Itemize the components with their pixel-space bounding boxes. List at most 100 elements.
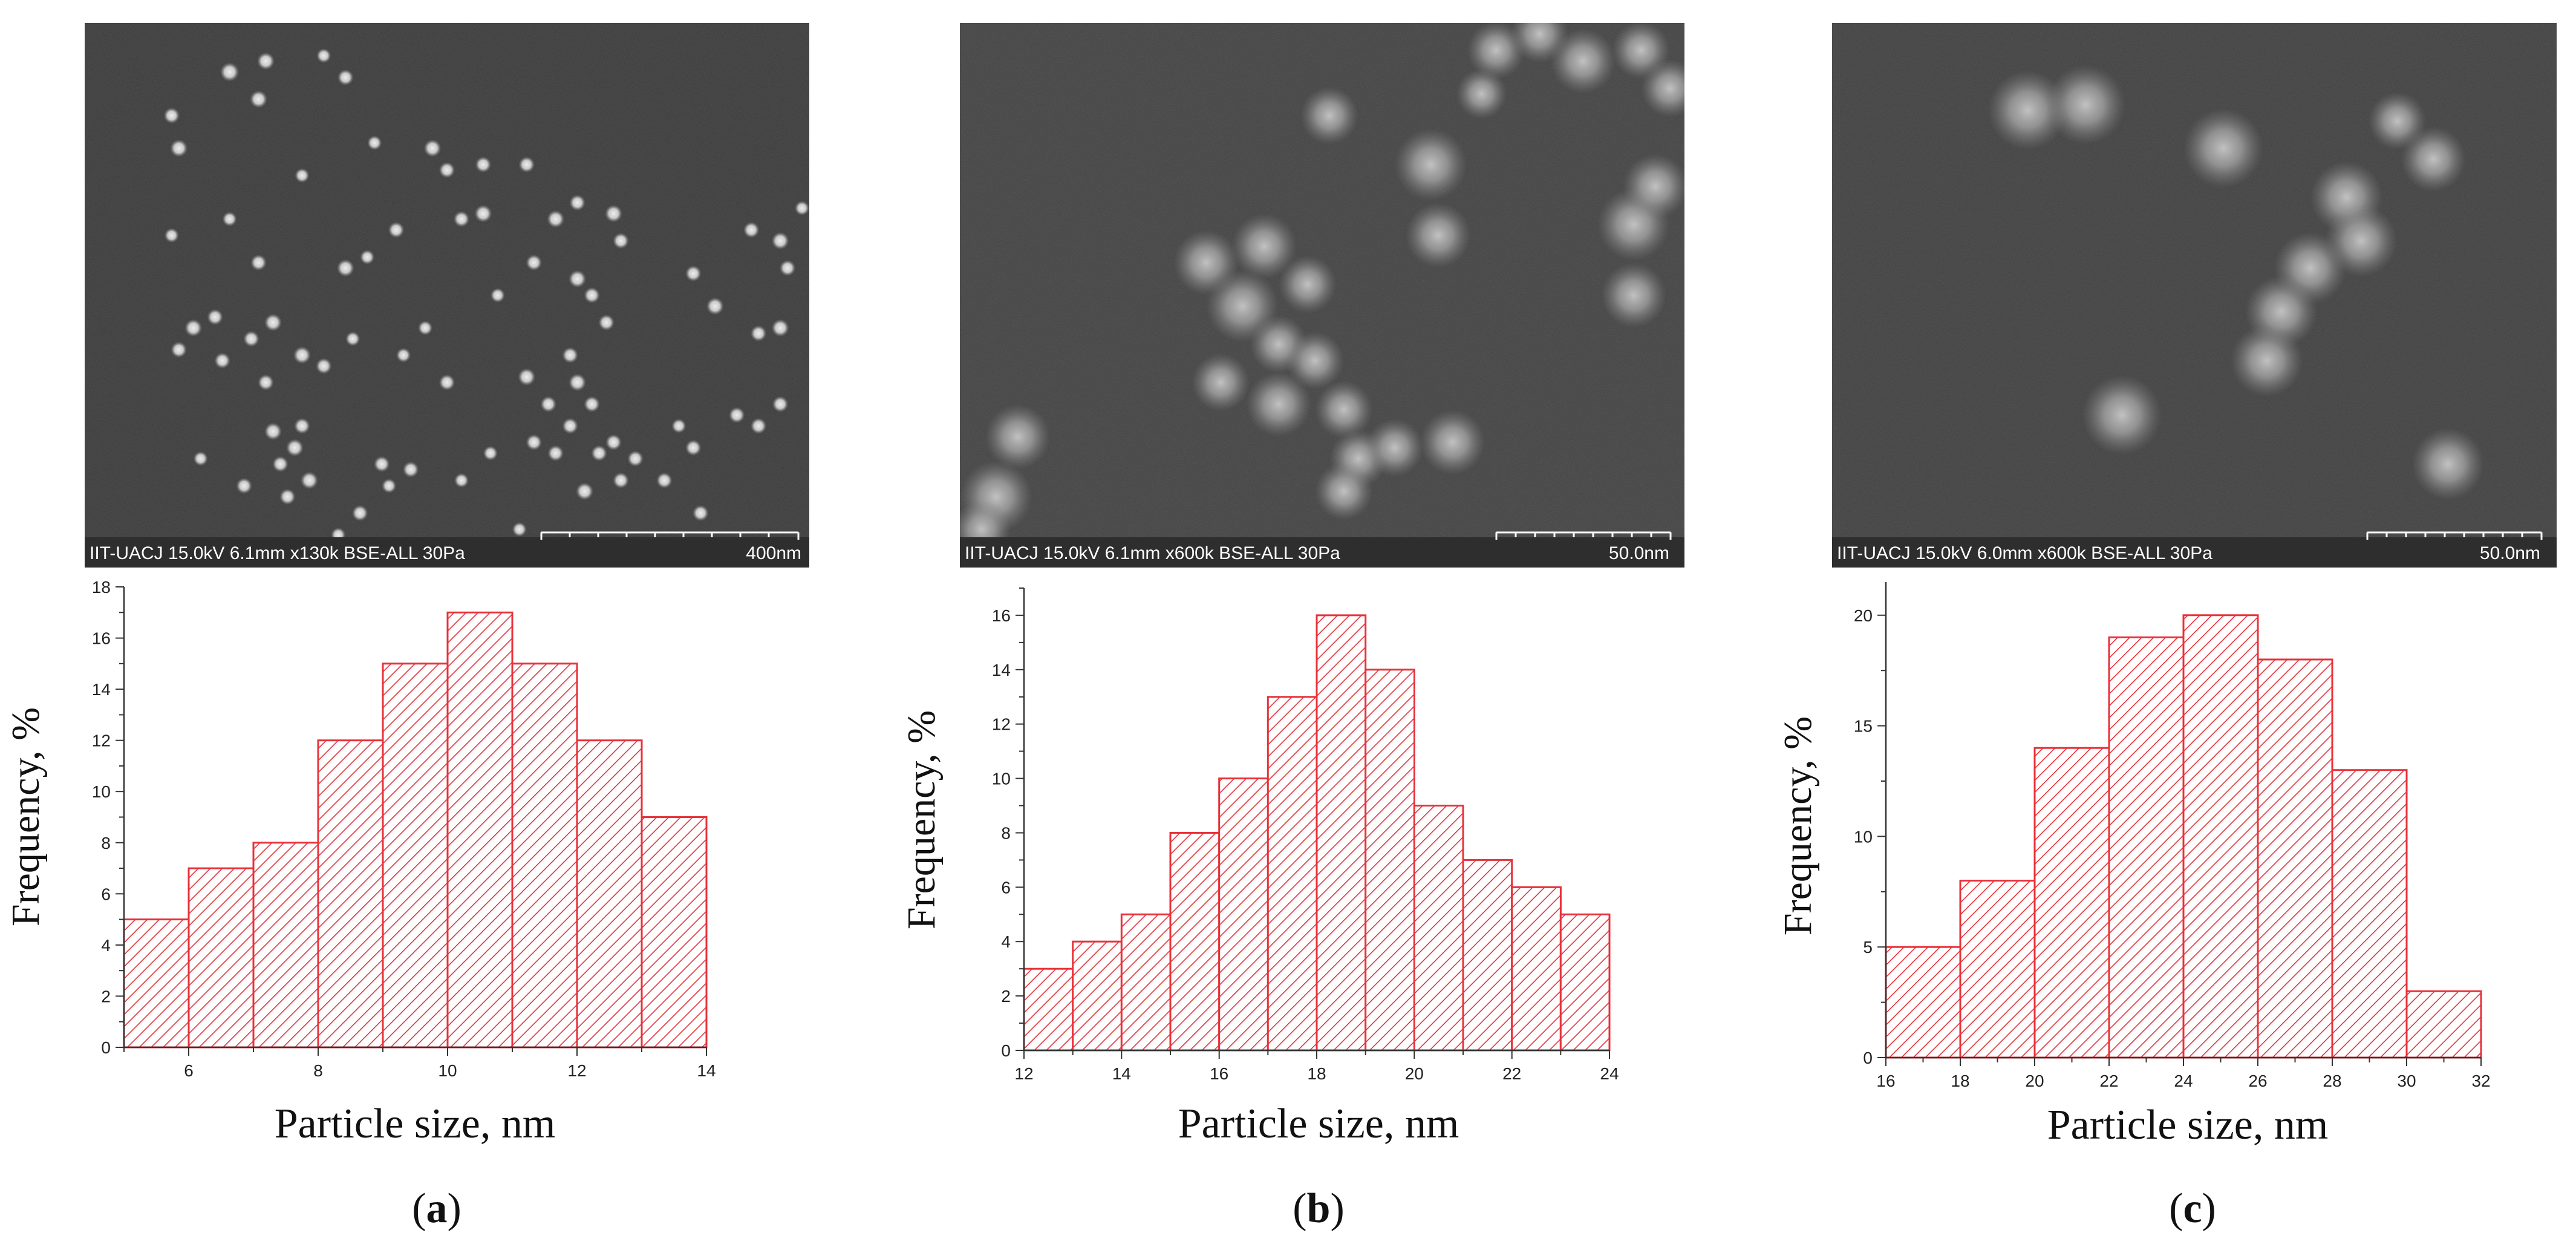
sem-info-bar	[1832, 537, 2557, 568]
y-tick-label: 0	[1863, 1049, 1873, 1067]
histogram-bar	[2257, 658, 2333, 1059]
nanoparticle	[547, 445, 564, 462]
nanoparticle	[772, 396, 789, 413]
nanoparticle	[1467, 23, 1525, 79]
histogram-a: 6 8 10 12 14 0 2 4 6 8 10 12 14 16 18	[92, 578, 716, 1080]
nanoparticle	[1246, 371, 1312, 437]
sem-particles	[1987, 65, 2485, 500]
x-tick-label: 18	[1951, 1072, 1969, 1090]
nanoparticle	[598, 314, 615, 331]
nanoparticle	[264, 313, 282, 332]
nanoparticle	[526, 254, 542, 271]
histogram-bar	[1413, 805, 1464, 1052]
y-tick-label: 12	[92, 731, 111, 750]
y-axis-label-a: Frequency, %	[4, 707, 48, 926]
nanoparticle	[656, 472, 673, 489]
y-tick-label: 20	[1854, 606, 1873, 625]
nanoparticle	[671, 419, 686, 433]
y-tick-label: 18	[92, 578, 111, 597]
nanoparticle	[474, 205, 492, 223]
panel-a: IIT-UACJ 15.0kV 6.1mm x130k BSE-ALL 30Pa…	[4, 23, 809, 1232]
nanoparticle	[518, 368, 536, 386]
y-tick-label: 8	[1001, 824, 1011, 843]
nanoparticle	[584, 396, 600, 413]
y-tick-label: 4	[101, 936, 111, 955]
scale-bar-label: 50.0nm	[1609, 543, 1669, 563]
histogram-bar	[2405, 990, 2482, 1059]
y-tick-label: 0	[101, 1038, 111, 1057]
histogram-bar	[1365, 669, 1415, 1052]
x-tick-label: 10	[438, 1061, 457, 1080]
nanoparticle	[576, 482, 593, 500]
nanoparticle	[236, 477, 252, 494]
x-tick-label: 18	[1307, 1064, 1326, 1083]
nanoparticle	[360, 250, 375, 264]
panel-label-b: (b)	[1293, 1185, 1345, 1232]
nanoparticle	[316, 48, 331, 63]
nanoparticle	[750, 417, 767, 434]
y-tick-label: 16	[992, 606, 1011, 625]
histogram-bar	[1218, 777, 1269, 1052]
nanoparticle	[627, 450, 644, 467]
histogram-bar	[123, 918, 190, 1049]
x-tick-label: 14	[1112, 1064, 1131, 1083]
nanoparticle	[402, 461, 419, 478]
nanoparticle	[562, 347, 578, 364]
nanoparticle	[2411, 428, 2485, 500]
histogram-bar	[576, 739, 643, 1049]
sem-image-c: IIT-UACJ 15.0kV 6.0mm x600k BSE-ALL 30Pa…	[1832, 23, 2557, 568]
x-tick-label: 24	[2174, 1072, 2193, 1090]
nanoparticle	[569, 373, 586, 391]
nanoparticle	[1315, 462, 1373, 520]
y-axis-label-b: Frequency, %	[899, 710, 944, 929]
nanoparticle	[214, 352, 230, 369]
histogram-bar	[1169, 832, 1221, 1052]
y-tick-label: 10	[992, 770, 1011, 788]
sem-info-bar	[960, 537, 1684, 568]
y-tick-label: 15	[1854, 717, 1873, 736]
nanoparticle	[193, 451, 208, 466]
nanoparticle	[1550, 28, 1616, 94]
nanoparticle	[382, 479, 397, 493]
y-tick-label: 12	[992, 715, 1011, 734]
y-tick-label: 10	[92, 782, 111, 801]
histogram-bar	[317, 739, 384, 1049]
panel-label-c: (c)	[2169, 1185, 2216, 1232]
histogram-bar	[187, 867, 255, 1049]
sem-noise	[85, 23, 809, 568]
nanoparticle	[2368, 92, 2427, 150]
nanoparticle	[295, 168, 310, 183]
nanoparticle	[771, 232, 789, 250]
nanoparticle	[163, 107, 180, 124]
nanoparticle	[164, 228, 179, 243]
histogram-bar	[511, 663, 578, 1049]
nanoparticle	[1279, 255, 1337, 313]
histogram-bar	[2108, 636, 2185, 1059]
y-tick-label: 16	[92, 629, 111, 648]
nanoparticle	[279, 488, 296, 505]
nanoparticle	[294, 417, 310, 434]
histogram-bar	[382, 663, 449, 1049]
nanoparticle	[367, 136, 382, 150]
nanoparticle	[453, 211, 470, 227]
panel-label-a: (a)	[412, 1185, 461, 1232]
x-tick-label: 12	[1014, 1064, 1033, 1083]
histogram-bar	[2033, 747, 2110, 1059]
x-axis-label-b: Particle size, nm	[1178, 1101, 1459, 1147]
nanoparticle	[613, 232, 629, 249]
nanoparticle	[286, 439, 304, 457]
histogram-bar	[1023, 967, 1074, 1052]
nanoparticle	[250, 254, 267, 271]
sem-image-a: IIT-UACJ 15.0kV 6.1mm x130k BSE-ALL 30Pa…	[85, 23, 809, 568]
nanoparticle	[257, 52, 275, 70]
x-tick-label: 22	[2099, 1072, 2118, 1090]
nanoparticle	[264, 422, 282, 440]
nanoparticle	[293, 346, 311, 364]
nanoparticle	[483, 446, 498, 460]
histogram-bar	[641, 816, 708, 1049]
y-tick-label: 14	[992, 661, 1011, 679]
histogram-bar	[1511, 886, 1562, 1052]
nanoparticle	[771, 319, 789, 337]
y-tick-label: 0	[1001, 1041, 1011, 1060]
x-tick-label: 28	[2323, 1072, 2341, 1090]
